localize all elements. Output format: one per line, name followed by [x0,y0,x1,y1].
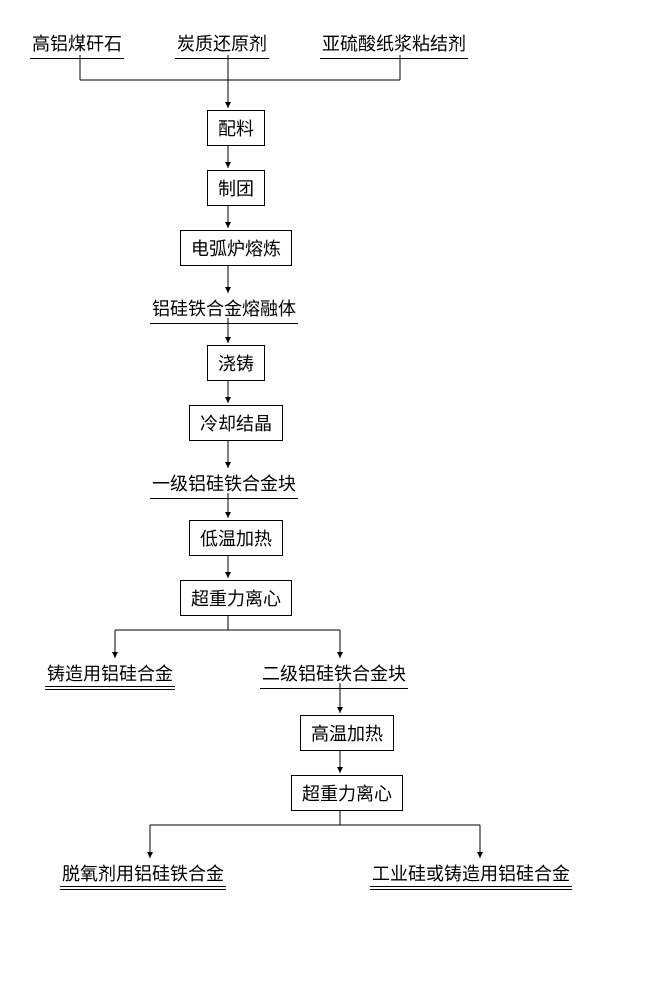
step-briquetting: 制团 [207,170,265,206]
step-low-temp-heating: 低温加热 [189,520,283,556]
step-arc-furnace: 电弧炉熔炼 [180,230,292,266]
step-cooling-crystallize: 冷却结晶 [189,405,283,441]
mid-grade2-block: 二级铝硅铁合金块 [260,660,408,689]
output-deoxidizer-alsife: 脱氧剂用铝硅铁合金 [60,860,226,890]
mid-alsi-fe-melt: 铝硅铁合金熔融体 [150,295,298,324]
input-carbon-reductant: 炭质还原剂 [175,30,269,59]
step-batching: 配料 [207,110,265,146]
flowchart-connectors [0,0,655,1000]
output-industrial-si-alsi: 工业硅或铸造用铝硅合金 [370,860,572,890]
input-high-al-gangue: 高铝煤矸石 [30,30,124,59]
step-high-temp-heating: 高温加热 [300,715,394,751]
input-sulfite-binder: 亚硫酸纸浆粘结剂 [320,30,468,59]
mid-grade1-block: 一级铝硅铁合金块 [150,470,298,499]
step-supergravity-1: 超重力离心 [180,580,292,616]
output-casting-alsi: 铸造用铝硅合金 [45,660,175,690]
step-casting: 浇铸 [207,345,265,381]
step-supergravity-2: 超重力离心 [291,775,403,811]
